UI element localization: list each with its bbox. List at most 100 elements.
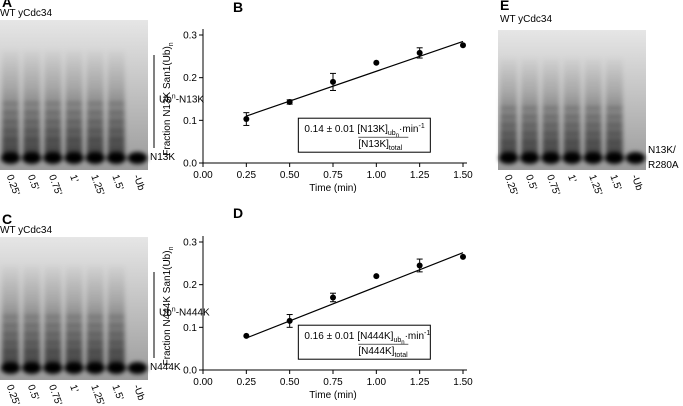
ladder-band [108,120,125,123]
num: [N444K] [357,331,393,342]
substrate-band [85,152,105,164]
ladder-band [23,129,40,132]
ladder-band [87,129,104,132]
ladder-band [65,349,83,352]
fit-line [246,40,464,117]
y-tick-label: 0.2 [183,73,197,84]
data-point [330,294,336,301]
annotation-denominator: [N444K]total [358,346,408,359]
ladder-band [44,102,61,105]
substrate-band [0,152,21,164]
substrate-band [562,152,582,164]
ladder-band [2,102,19,105]
lane-label: 0.5' [25,173,41,192]
ladder-band [2,324,19,327]
y-axis-label-sub: n [168,42,175,46]
ladder-band [65,341,83,344]
ladder-band [521,123,538,126]
lane-label: 1.5' [607,173,623,192]
x-tick-label: 0.25 [237,377,257,388]
lane-label: -Ub [131,173,147,192]
ladder-band [23,315,40,318]
annotation-denominator: [N13K]total [358,139,402,152]
data-point [416,49,423,56]
ladder-band [108,341,125,344]
ladder-band [23,349,40,352]
data-point [416,262,423,269]
y-tick-label: 0.0 [183,366,197,377]
ladder-band [65,111,83,114]
lane-label: 1.25' [586,173,604,197]
gel-lanes [498,58,646,164]
ladder-band [108,332,125,335]
gel-title: WT yCdc34 [0,225,52,236]
ladder-band [65,315,83,318]
annotation-box [297,117,431,153]
substrate-band [127,362,148,374]
upper-label-sup: n [172,307,176,314]
y-tick-label: 0.3 [183,31,197,42]
ladder-band [2,315,19,318]
substrate-band [0,362,21,374]
x-tick-label: 1.00 [367,377,387,388]
unit: ·min [399,124,418,135]
y-tick-label: 0.0 [183,159,197,170]
ladder-band [87,349,104,352]
ladder-band [585,123,602,126]
ladder-band [65,120,83,123]
substrate-band [85,362,105,374]
ladder-band [500,123,517,126]
ladder-band [500,132,517,135]
ladder-band [87,120,104,123]
ladder-band [500,140,517,143]
substrate-band [583,152,603,164]
rate: 0.16 ± 0.01 [304,331,354,342]
lane-label: 1' [67,173,80,184]
gel-title: WT yCdc34 [0,8,52,19]
ladder-band [542,115,559,118]
ladder-band [2,341,19,344]
ladder-band [606,132,623,135]
ladder-band [2,332,19,335]
data-point [286,317,293,324]
ladder-band [521,140,538,143]
substrate-band [43,362,63,374]
ladder-band [44,138,61,141]
ladder-band [65,332,83,335]
x-tick-label: 1.25 [410,377,430,388]
ladder-band [65,324,83,327]
ladder-band [44,315,61,318]
ladder-band [606,123,623,126]
ladder-band [521,132,538,135]
panel-letter: D [233,205,243,221]
substrate-band [21,362,42,374]
substrate-band [127,152,148,164]
data-point [373,59,380,66]
ladder-band [87,315,104,318]
data-point [330,78,336,85]
ladder-band [87,138,104,141]
ladder-band [606,107,623,109]
substrate-band [21,152,42,164]
panel-letter: C [2,211,12,227]
ladder-band [108,349,125,352]
den: [N13K] [358,139,389,150]
substrate-band [519,152,540,164]
ladder-band [108,315,125,318]
x-tick-label: 1.50 [453,170,473,181]
x-tick-label: 0.50 [280,377,300,388]
ladder-band [87,102,104,105]
lane-label: -Ub [131,383,147,402]
y-tick-label: 0.1 [183,323,197,334]
ladder-band [108,138,125,141]
ladder-band [23,324,40,327]
x-axis-label: Time (min) [309,390,356,401]
ladder-band [65,129,83,132]
ladder-band [44,332,61,335]
panel-letter: E [500,0,509,13]
y-tick-label: 0.1 [183,116,197,127]
ladder-band [585,107,602,109]
ladder-band [23,341,40,344]
ladder-band [542,132,559,135]
